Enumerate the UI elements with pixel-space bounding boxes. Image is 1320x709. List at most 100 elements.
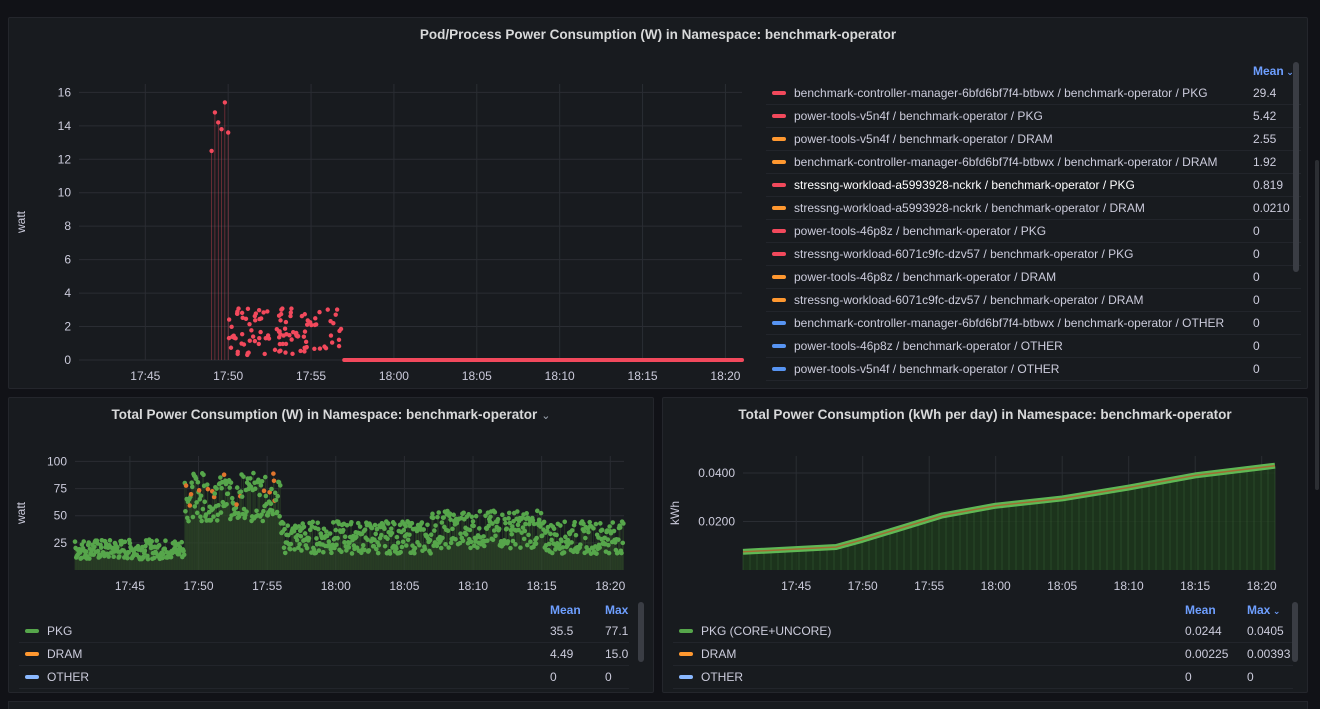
legend-item[interactable]: power-tools-46p8z / benchmark-operator /… [766, 335, 1301, 358]
y-axis-label: kWh [668, 501, 682, 525]
data-point [168, 554, 174, 560]
legend-item[interactable]: power-tools-v5n4f / benchmark-operator /… [766, 128, 1301, 151]
legend-scrollbar[interactable] [1292, 602, 1298, 662]
data-point [329, 340, 335, 345]
data-point [342, 540, 347, 545]
data-point [257, 492, 262, 498]
data-point [160, 551, 166, 557]
data-point [354, 534, 359, 540]
data-point [507, 520, 513, 526]
page-scrollbar[interactable] [1315, 160, 1319, 490]
data-point [610, 520, 616, 525]
data-point [126, 550, 131, 555]
data-point [360, 543, 366, 548]
legend-item[interactable]: OTHER 0 0 [19, 666, 629, 689]
data-point [239, 331, 245, 337]
legend-mean-header[interactable]: Mean [550, 603, 581, 617]
data-point [241, 342, 247, 347]
data-point [333, 312, 338, 317]
legend-item[interactable]: DRAM 0.00225 0.00393 [673, 643, 1293, 666]
data-point [335, 535, 340, 541]
legend-item[interactable]: DRAM 4.49 15.0 [19, 643, 629, 666]
total-kwh-chart[interactable]: 0.0200 0.0400 17:45 17:50 17:55 18:00 18:05 18:… [663, 398, 1308, 598]
data-point [492, 509, 498, 515]
legend-item[interactable]: stressng-workload-a5993928-nckrk / bench… [766, 174, 1301, 197]
data-point [359, 550, 364, 556]
data-point [467, 527, 473, 533]
legend-scrollbar[interactable] [1293, 62, 1299, 272]
data-point [196, 488, 202, 493]
legend-item[interactable]: benchmark-controller-manager-6bfd6bf7f4-… [766, 82, 1301, 105]
data-point [283, 350, 288, 355]
data-point [425, 522, 430, 528]
data-point [313, 316, 318, 321]
legend-max-header[interactable]: Max ⌄ [1247, 603, 1281, 617]
data-point [587, 519, 592, 525]
legend-item[interactable]: power-tools-46p8z / benchmark-operator /… [766, 266, 1301, 289]
legend-swatch [679, 675, 693, 679]
legend-item[interactable]: stressng-workload-6071c9fc-dzv57 / bench… [766, 243, 1301, 266]
data-point [183, 509, 188, 514]
legend-item[interactable]: stressng-workload-a5993928-nckrk / bench… [766, 197, 1301, 220]
y-tick-label: 14 [58, 119, 72, 133]
legend-item[interactable]: power-tools-v5n4f / benchmark-operator /… [766, 105, 1301, 128]
total-watt-chart[interactable]: 25 50 75 100 17:45 17:50 17:55 18:00 18:05 18:10 1… [9, 398, 654, 598]
data-point [427, 537, 433, 543]
legend-item[interactable]: stressng-workload-6071c9fc-dzv57 / bench… [766, 289, 1301, 312]
data-point [569, 540, 574, 545]
data-point [312, 322, 318, 328]
total-watt-title[interactable]: Total Power Consumption (W) in Namespace… [111, 407, 551, 422]
data-point [326, 539, 332, 544]
data-point [336, 337, 342, 342]
data-point [516, 527, 521, 533]
data-point [251, 470, 256, 476]
data-point [417, 542, 422, 548]
data-point [224, 501, 229, 507]
legend-item[interactable]: benchmark-controller-manager-6bfd6bf7f4-… [766, 312, 1301, 335]
legend-swatch [25, 675, 39, 679]
legend-max-header[interactable]: Max [605, 603, 629, 617]
data-point [289, 306, 294, 311]
pod-power-title[interactable]: Pod/Process Power Consumption (W) in Nam… [419, 27, 897, 42]
data-point [531, 521, 537, 527]
data-point [525, 542, 530, 548]
data-point [234, 311, 240, 316]
legend-item[interactable]: benchmark-controller-manager-6bfd6bf7f4-… [766, 151, 1301, 174]
data-point [228, 480, 234, 485]
data-point [156, 543, 162, 548]
data-point [211, 514, 216, 519]
data-point [544, 528, 550, 534]
data-point [392, 521, 397, 527]
data-point [387, 551, 393, 556]
x-tick-label: 17:50 [848, 579, 878, 593]
legend-item[interactable]: power-tools-v5n4f / benchmark-operator /… [766, 358, 1301, 381]
data-point [288, 313, 293, 319]
legend-scrollbar[interactable] [638, 602, 644, 662]
data-point [250, 334, 256, 339]
data-point [259, 478, 265, 484]
legend-label: power-tools-v5n4f / benchmark-operator /… [794, 109, 1043, 123]
data-point [280, 306, 285, 311]
data-point [533, 541, 539, 547]
data-point [299, 313, 305, 319]
legend-mean-header[interactable]: Mean [1185, 603, 1216, 617]
data-point [591, 526, 596, 531]
data-point [257, 316, 262, 322]
x-tick-label: 18:10 [545, 369, 575, 383]
data-point [249, 328, 254, 333]
legend-mean-header[interactable]: Mean ⌄ [1253, 64, 1294, 78]
legend-item[interactable]: PKG 35.5 77.1 [19, 620, 629, 643]
data-point [252, 338, 258, 344]
legend-item[interactable]: OTHER 0 0 [673, 666, 1293, 689]
data-point [607, 524, 612, 529]
legend-swatch [25, 629, 39, 633]
data-point [505, 539, 511, 544]
data-point [385, 521, 391, 526]
legend-item[interactable]: power-tools-46p8z / benchmark-operator /… [766, 220, 1301, 243]
y-tick-label: 8 [64, 219, 71, 233]
legend-item[interactable]: PKG (CORE+UNCORE) 0.0244 0.0405 [673, 620, 1293, 643]
pod-power-chart[interactable]: 0 2 4 6 8 10 12 14 16 17:45 17:50 17:55 18:00 18:05 18… [9, 18, 769, 389]
data-point [471, 523, 476, 529]
total-kwh-title[interactable]: Total Power Consumption (kWh per day) in… [738, 407, 1232, 422]
chevron-down-icon[interactable]: ⌄ [541, 410, 551, 422]
